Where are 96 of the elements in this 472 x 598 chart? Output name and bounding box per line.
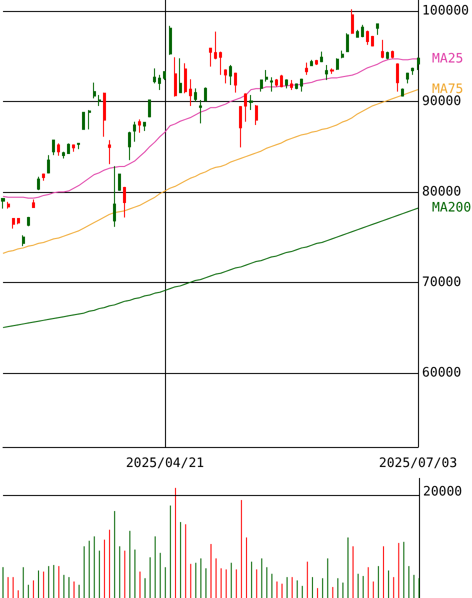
- candlestick: [417, 57, 420, 70]
- candlestick: [300, 78, 303, 92]
- candlestick: [381, 39, 384, 59]
- candlestick: [98, 94, 101, 107]
- candlestick: [341, 50, 344, 59]
- line-series: [2, 89, 419, 254]
- candlestick: [295, 82, 298, 90]
- candlestick: [255, 104, 258, 126]
- candlestick: [93, 82, 96, 99]
- candlestick: [325, 64, 328, 80]
- y-tick-label: 60000: [422, 365, 462, 380]
- candlestick: [366, 30, 369, 46]
- candlestick: [138, 118, 141, 134]
- candlestick: [376, 23, 379, 36]
- candlestick: [133, 121, 136, 142]
- candlestick: [179, 58, 182, 94]
- candlestick: [275, 78, 278, 88]
- candlestick: [249, 94, 253, 111]
- candlestick: [67, 142, 70, 154]
- candlestick: [52, 140, 55, 156]
- candlestick: [290, 79, 293, 91]
- candlestick: [234, 72, 237, 94]
- line-series: [2, 58, 419, 199]
- candlestick: [128, 131, 131, 161]
- candlestick: [158, 74, 161, 91]
- candlestick: [391, 50, 394, 59]
- candlestick: [12, 218, 15, 230]
- candlestick: [320, 51, 323, 63]
- y-tick-label: 70000: [422, 274, 462, 290]
- candlestick: [209, 48, 212, 68]
- candlestick: [305, 62, 308, 76]
- candlestick: [189, 78, 192, 107]
- candlestick: [118, 174, 121, 192]
- candlestick: [184, 62, 187, 94]
- candlestick: [82, 112, 85, 130]
- series-label: MA25: [432, 51, 464, 66]
- candlestick: [57, 142, 60, 156]
- candlestick: [77, 142, 80, 150]
- candlestick: [163, 71, 166, 80]
- candlestick: [148, 99, 151, 118]
- candlestick: [194, 88, 197, 102]
- series-label: MA200: [432, 200, 472, 216]
- candlestick: [356, 29, 359, 38]
- candlestick: [103, 92, 106, 138]
- candlestick: [174, 56, 177, 98]
- candlestick: [361, 24, 364, 38]
- candlestick: [229, 64, 232, 86]
- candlestick: [204, 86, 207, 102]
- candlestick: [411, 67, 414, 76]
- candlestick: [214, 31, 217, 60]
- candlestick: [310, 59, 313, 66]
- y-tick-label: 100000: [422, 3, 470, 18]
- candlestick: [37, 176, 40, 191]
- candlestick: [17, 218, 20, 225]
- candlestick: [88, 110, 91, 130]
- candlestick: [143, 122, 146, 132]
- candlestick: [346, 32, 349, 52]
- candlestick: [386, 51, 389, 60]
- candlestick: [113, 166, 116, 228]
- x-tick-label: 2025/04/21: [126, 456, 204, 471]
- candlestick: [169, 25, 172, 56]
- y-tick-label: 90000: [422, 94, 462, 109]
- candlestick: [1, 198, 5, 210]
- candlestick: [260, 79, 263, 92]
- candlestick: [22, 234, 25, 247]
- candlestick: [351, 8, 354, 34]
- candlestick: [280, 74, 283, 88]
- candlestick: [199, 99, 202, 124]
- candlestick: [239, 106, 242, 148]
- candlestick: [47, 154, 50, 174]
- candlestick: [371, 35, 374, 48]
- y-tick-label: 80000: [422, 184, 462, 200]
- candlestick: [244, 92, 247, 122]
- candlestick: [153, 68, 156, 84]
- candlestick: [42, 172, 45, 182]
- candlestick: [72, 144, 75, 152]
- candlestick: [336, 58, 339, 70]
- candlestick: [401, 88, 404, 98]
- candlestick: [315, 59, 318, 66]
- candlestick: [219, 51, 222, 76]
- candlestick: [32, 199, 35, 208]
- candlestick: [108, 140, 111, 165]
- candlestick: [62, 151, 65, 159]
- candlestick: [224, 68, 227, 84]
- candlestick: [285, 78, 288, 89]
- candlestick: [270, 76, 273, 92]
- candlestick: [406, 72, 409, 84]
- candlestick: [396, 62, 399, 92]
- candlestick: [265, 69, 268, 82]
- x-tick-label: 2025/07/03: [378, 456, 458, 471]
- text: 20000: [423, 484, 462, 500]
- candlestick: [27, 216, 30, 227]
- line-series: [2, 208, 419, 328]
- candlestick: [330, 68, 334, 74]
- candlestick: [7, 201, 10, 210]
- candlestick: [123, 186, 126, 218]
